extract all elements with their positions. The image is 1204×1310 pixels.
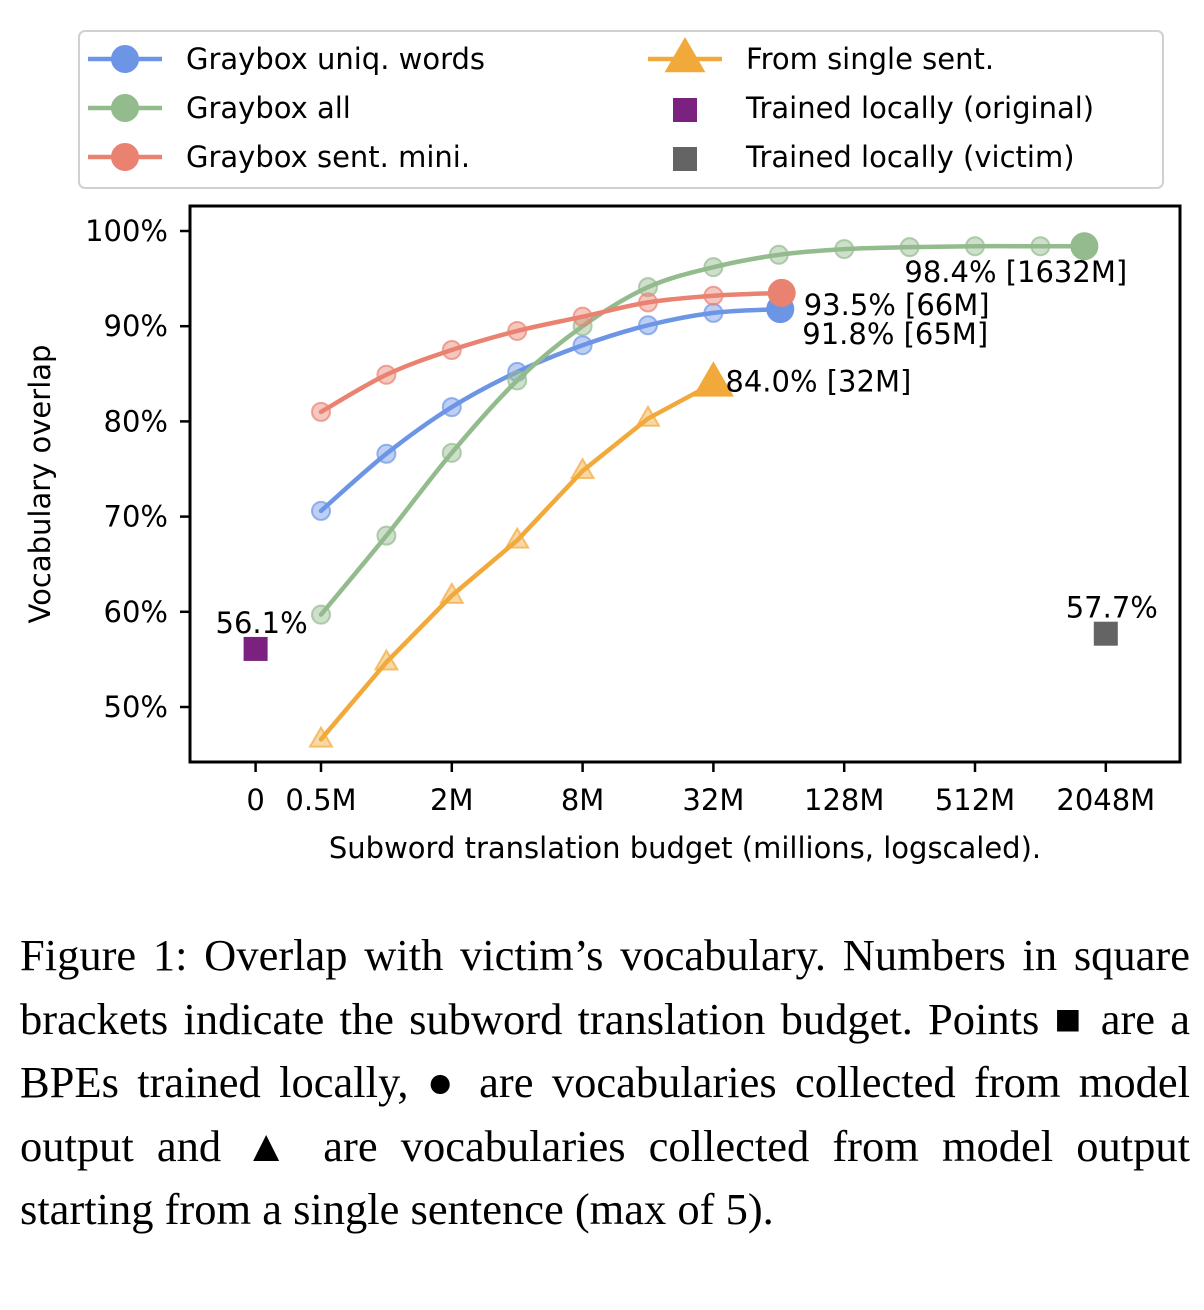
data-point <box>767 278 796 307</box>
y-tick-label: 50% <box>104 690 168 724</box>
data-point <box>376 364 397 385</box>
data-point <box>638 292 658 313</box>
data-point <box>507 370 528 391</box>
axes-ticks: 50% 60% 70% 80% 90% 100% 0 0.5M 2M 8M 32M 128M 512M 2… <box>85 214 1155 817</box>
data-point <box>439 581 465 604</box>
legend-marker <box>673 98 697 122</box>
data-point <box>638 315 658 336</box>
x-tick-label: 128M <box>804 783 884 817</box>
legend: Graybox uniq. words Graybox all Graybox se… <box>88 36 1094 174</box>
series-line <box>318 243 1087 617</box>
data-point <box>376 443 397 464</box>
point-label: 56.1% <box>216 606 308 640</box>
series-graybox-uniq-words <box>311 295 795 521</box>
legend-marker <box>664 36 706 73</box>
end-value-annotation: 91.8% [65M] <box>802 317 988 351</box>
data-point <box>692 361 734 397</box>
x-tick-label: 2M <box>430 783 473 817</box>
x-tick-label: 2048M <box>1056 783 1155 817</box>
data-point <box>703 257 724 278</box>
legend-marker <box>673 147 697 171</box>
data-point <box>834 239 855 260</box>
x-tick-label: 8M <box>561 783 604 817</box>
legend-entry: Trained locally (original) <box>673 91 1094 125</box>
y-tick-label: 70% <box>104 500 168 534</box>
end-value-annotation: 84.0% [32M] <box>725 364 911 398</box>
data-point <box>243 636 268 661</box>
data-point <box>899 237 920 258</box>
legend-marker <box>111 94 139 122</box>
y-tick-label: 90% <box>104 309 168 343</box>
x-axis-label: Subword translation budget (millions, lo… <box>329 831 1041 865</box>
data-point <box>311 500 331 521</box>
overlap-chart: Graybox uniq. words Graybox all Graybox se… <box>23 30 1182 865</box>
end-value-annotation: 93.5% [66M] <box>804 288 990 322</box>
y-tick-label: 60% <box>104 595 168 629</box>
data-point <box>1030 236 1051 257</box>
legend-entry: Graybox all <box>88 91 351 125</box>
data-point <box>768 244 789 265</box>
data-point <box>311 401 331 422</box>
y-axis-label: Vocabulary overlap <box>23 345 57 624</box>
legend-marker <box>111 45 139 73</box>
legend-label: Graybox sent. mini. <box>186 140 470 174</box>
data-point <box>441 442 462 463</box>
legend-marker <box>111 143 139 171</box>
point-trained-locally-victim-: 57.7% <box>1066 591 1158 646</box>
x-tick-label: 0 <box>246 783 264 817</box>
legend-label: Graybox uniq. words <box>186 42 485 76</box>
data-point <box>569 457 596 480</box>
legend-entry: Graybox sent. mini. <box>88 140 470 174</box>
legend-entry: Trained locally (victim) <box>673 140 1075 174</box>
data-point <box>1070 232 1099 261</box>
series-from-single-sent- <box>308 361 734 748</box>
data-point <box>441 397 462 418</box>
point-trained-locally-original-: 56.1% <box>216 606 308 661</box>
series: 56.1% 57.7% <box>216 232 1158 748</box>
legend-entry: From single sent. <box>648 36 994 76</box>
x-tick-label: 512M <box>935 783 1015 817</box>
series-line <box>318 306 783 514</box>
data-point <box>507 320 528 341</box>
annotations: 98.4% [1632M]93.5% [66M]91.8% [65M] 84.0%… <box>725 255 1127 398</box>
legend-label: From single sent. <box>746 42 994 76</box>
data-point <box>376 525 397 546</box>
x-tick-label: 0.5M <box>285 783 356 817</box>
legend-label: Trained locally (original) <box>745 91 1094 125</box>
data-point <box>308 725 334 748</box>
data-point <box>504 526 530 549</box>
y-tick-label: 100% <box>85 214 168 248</box>
point-label: 57.7% <box>1066 591 1158 625</box>
series-line <box>318 381 716 742</box>
data-point <box>441 340 462 360</box>
plot-frame <box>188 204 1182 764</box>
data-point <box>373 648 400 671</box>
series-graybox-sent-mini- <box>311 278 796 422</box>
data-point <box>635 404 661 427</box>
series-line <box>318 290 784 415</box>
series-graybox-all <box>311 232 1099 625</box>
legend-label: Graybox all <box>186 91 351 125</box>
y-tick-label: 80% <box>104 404 168 438</box>
data-point <box>703 285 724 306</box>
legend-entry: Graybox uniq. words <box>88 42 485 76</box>
legend-box <box>78 30 1164 189</box>
figure-caption: Figure 1: Overlap with victim’s vocabula… <box>20 930 1190 1234</box>
end-value-annotation: 98.4% [1632M] <box>904 255 1127 289</box>
data-point <box>572 306 593 327</box>
data-point <box>572 335 593 356</box>
data-point <box>965 236 985 257</box>
data-point <box>703 302 724 323</box>
x-tick-label: 32M <box>682 783 744 817</box>
data-point <box>311 604 331 625</box>
data-point <box>638 277 658 298</box>
data-point <box>1093 621 1118 646</box>
legend-label: Trained locally (victim) <box>745 140 1075 174</box>
